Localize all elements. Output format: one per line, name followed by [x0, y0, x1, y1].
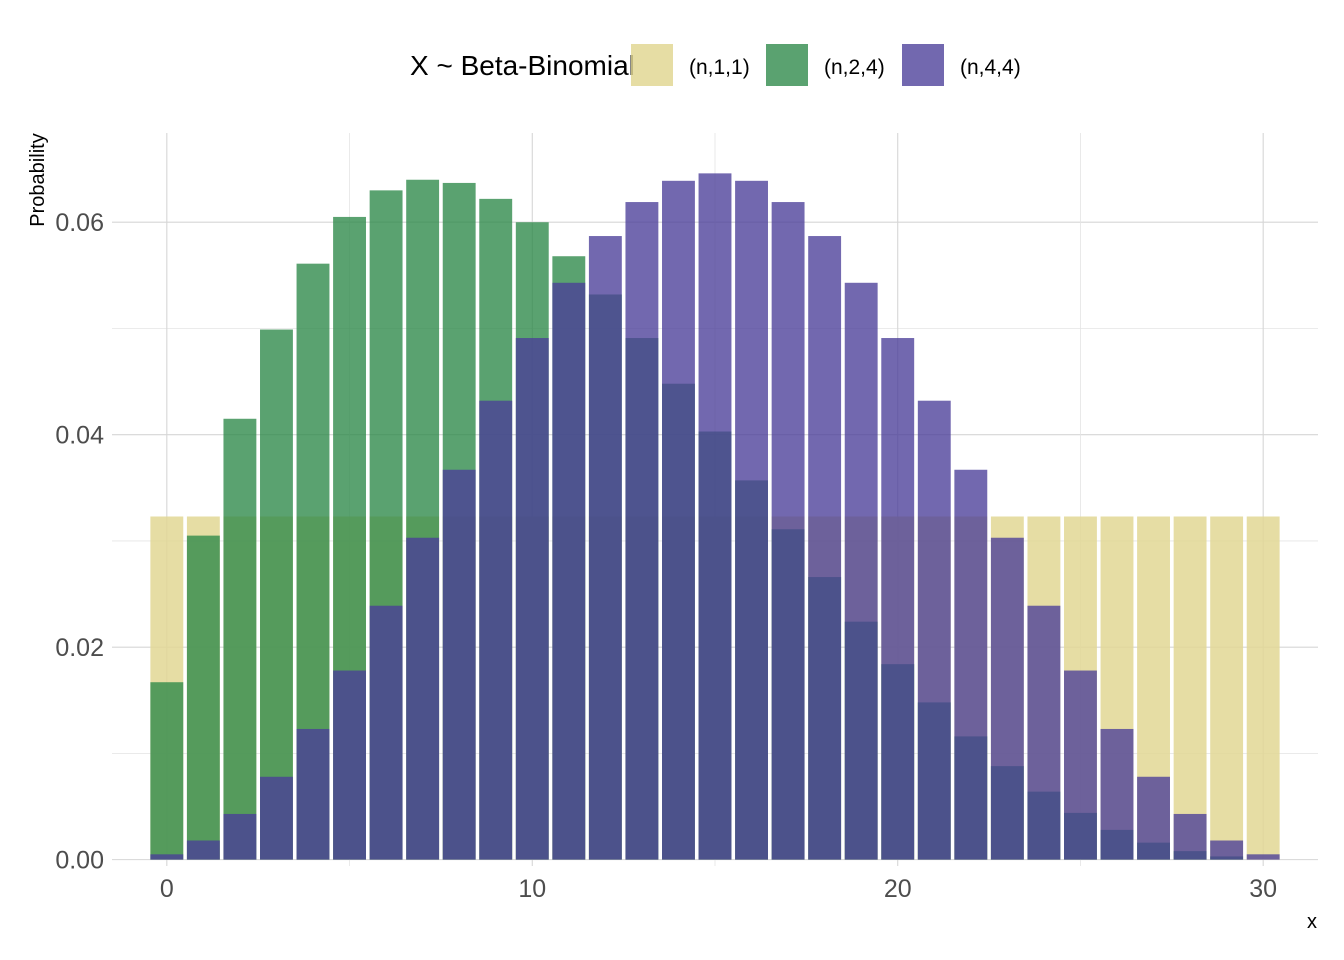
x-tick-label: 20	[884, 875, 912, 903]
bar	[442, 469, 476, 860]
bar	[771, 202, 805, 860]
y-tick-label: 0.06	[55, 209, 104, 237]
bar	[333, 670, 366, 860]
bar	[1027, 605, 1061, 860]
y-tick-label: 0.04	[55, 422, 104, 450]
bar	[1246, 854, 1280, 860]
legend-label: (n,1,1)	[689, 56, 750, 79]
legend: X ~ Beta-Binomial (n,1,1) (n,2,4) (n,4,4)	[410, 44, 1021, 86]
legend-key	[766, 44, 808, 86]
bar	[369, 605, 403, 860]
tick-labels: 0.00 0.02 0.04 0.06 0 10 20 30	[55, 209, 1277, 903]
bar	[735, 180, 768, 860]
bar	[1173, 813, 1207, 860]
bar	[662, 180, 695, 860]
bar	[917, 400, 951, 860]
bar	[954, 469, 988, 860]
y-axis-title: Probability	[27, 133, 49, 226]
bar	[296, 728, 330, 860]
bar	[515, 338, 549, 860]
bar	[1210, 516, 1244, 860]
bars	[150, 173, 1280, 860]
bar	[260, 329, 293, 860]
bar	[1100, 728, 1134, 860]
bar	[1137, 776, 1170, 860]
x-tick-label: 0	[160, 875, 174, 903]
bar	[844, 282, 878, 860]
legend-label: (n,4,4)	[960, 56, 1021, 79]
legend-title: X ~ Beta-Binomial	[410, 50, 635, 81]
legend-key	[631, 44, 673, 86]
bar	[406, 537, 440, 860]
bar	[150, 682, 184, 860]
bar	[1210, 840, 1244, 860]
x-axis-title: x	[1307, 911, 1317, 933]
bar	[552, 282, 586, 860]
bar	[260, 776, 293, 860]
y-tick-label: 0.02	[55, 634, 104, 662]
bar	[186, 840, 220, 860]
bar	[808, 236, 842, 860]
bar	[479, 400, 513, 860]
bar	[698, 173, 732, 860]
bar	[1064, 670, 1097, 860]
bar	[223, 813, 257, 860]
legend-label: (n,2,4)	[824, 56, 885, 79]
bar	[150, 854, 184, 860]
bar	[1246, 516, 1280, 860]
bar	[990, 537, 1024, 860]
x-tick-label: 30	[1249, 875, 1277, 903]
bar	[1173, 516, 1207, 860]
bar	[881, 338, 915, 860]
series-3	[150, 173, 1280, 860]
bar	[223, 418, 257, 860]
legend-key	[902, 44, 944, 86]
bar	[588, 236, 622, 860]
bar	[186, 535, 220, 860]
y-tick-label: 0.00	[55, 847, 104, 875]
bar	[625, 202, 659, 860]
x-tick-label: 10	[518, 875, 546, 903]
